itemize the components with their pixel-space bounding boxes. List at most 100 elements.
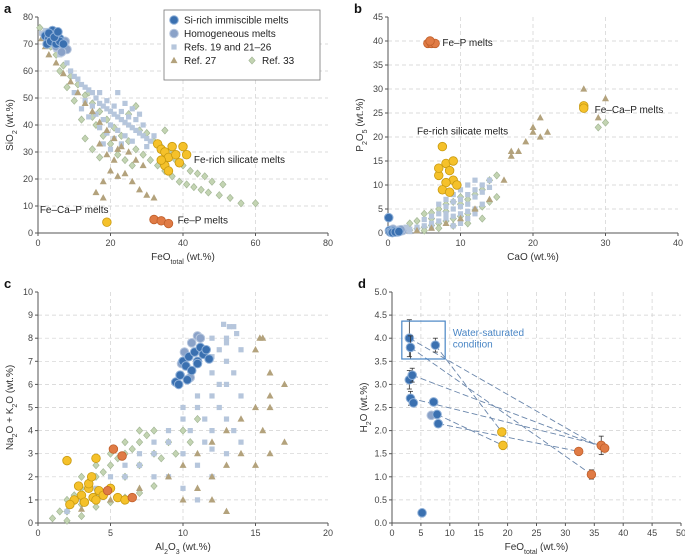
data-point: [161, 126, 169, 135]
data-point: [156, 155, 166, 165]
data-point: [522, 138, 530, 145]
series-si_rich: [40, 25, 69, 49]
data-point: [115, 114, 121, 120]
data-point: [478, 214, 486, 223]
data-point: [208, 177, 216, 186]
y-tick-label: 30: [373, 84, 383, 94]
data-point: [107, 496, 114, 503]
label-part: Na: [5, 437, 16, 450]
label-part: O: [168, 542, 176, 553]
annotation: Fe–P melts: [442, 38, 492, 49]
data-point: [117, 142, 125, 150]
panel-a: 0 20 40 60 80 0 10 20 30 40 50 60 70 80 a FeOtotal (wt.…: [4, 1, 333, 266]
data-point: [281, 380, 288, 387]
data-point: [165, 473, 172, 480]
data-point: [186, 438, 194, 447]
y-tick-label: 3.5: [374, 356, 387, 366]
data-point: [238, 347, 244, 353]
y-tick-label: 9: [28, 310, 33, 320]
label-part: 3: [176, 549, 180, 555]
data-point: [450, 199, 456, 205]
data-point: [165, 428, 172, 434]
data-point: [150, 194, 158, 201]
data-point: [281, 438, 288, 445]
data-point: [56, 47, 67, 57]
x-tick-label: 40: [673, 238, 683, 248]
series-yellow: [102, 217, 112, 227]
data-point: [465, 182, 471, 188]
data-point: [77, 512, 86, 521]
series-triangle: [78, 334, 288, 515]
data-point: [428, 397, 439, 407]
data-point: [179, 461, 187, 468]
x-tick-label: 45: [647, 528, 657, 538]
data-point: [106, 139, 115, 148]
data-point: [193, 169, 202, 178]
y-axis-title: SiO2 (wt.%): [5, 99, 19, 151]
x-tick-label: 0: [35, 238, 40, 248]
data-point: [86, 472, 97, 482]
annotation: condition: [453, 339, 493, 350]
data-point: [82, 84, 88, 90]
data-point: [407, 370, 418, 380]
panel-d: 0 5 10 15 20 25 30 35 40 45 50 0.0 0.5 1.0 1.5 2.0 2.5 3.…: [358, 276, 685, 555]
y-tick-label: 0.0: [374, 518, 387, 528]
data-point: [573, 446, 584, 457]
data-point: [221, 321, 227, 327]
y-tick-label: 4.5: [374, 310, 387, 320]
data-point: [132, 156, 140, 163]
data-point: [194, 497, 201, 503]
data-point: [183, 180, 191, 189]
data-point: [209, 393, 215, 399]
data-point: [180, 485, 186, 491]
y-axis-title: Na2O + K2O (wt.%): [5, 365, 19, 450]
data-point: [266, 403, 274, 411]
series-si_rich: [383, 212, 404, 238]
data-point: [78, 505, 85, 512]
data-point: [110, 134, 118, 142]
label-part: O + K: [5, 407, 16, 433]
label-part: H: [359, 425, 370, 432]
data-point: [486, 195, 493, 202]
data-point: [92, 502, 100, 511]
data-point: [64, 60, 70, 66]
legend-marker: [170, 56, 178, 64]
data-point: [110, 156, 118, 163]
data-point: [479, 182, 485, 188]
data-point: [121, 438, 129, 447]
x-tick-label: 40: [618, 528, 628, 538]
y-tick-label: 2.0: [374, 426, 387, 436]
data-point: [186, 166, 194, 175]
y-tick-label: 50: [23, 93, 33, 103]
data-point: [107, 108, 114, 115]
y-tick-label: 20: [23, 174, 33, 184]
data-point: [88, 107, 96, 115]
data-point: [443, 196, 449, 202]
data-point: [231, 428, 237, 434]
data-point: [266, 369, 274, 376]
data-point: [128, 177, 136, 185]
annotation: Fe–P melts: [178, 216, 228, 227]
data-point: [115, 90, 121, 96]
y-tick-label: 30: [23, 147, 33, 157]
data-point: [100, 117, 106, 123]
data-point: [70, 96, 78, 105]
data-point: [266, 392, 274, 399]
data-point: [180, 404, 186, 411]
data-point: [223, 461, 230, 468]
data-point: [252, 345, 259, 353]
data-point: [118, 108, 124, 115]
x-tick-label: 30: [560, 528, 570, 538]
data-point: [450, 206, 456, 212]
legend-marker: [248, 56, 256, 65]
panel-label: b: [354, 1, 362, 16]
series-yellow: [497, 427, 508, 451]
data-point: [122, 100, 128, 106]
data-point: [238, 439, 244, 445]
water-saturated-box: [401, 320, 446, 360]
data-point: [472, 194, 478, 200]
y-tick-label: 1.0: [374, 472, 387, 482]
data-point: [436, 201, 442, 207]
data-point: [58, 39, 69, 49]
x-tick-label: 40: [178, 238, 188, 248]
